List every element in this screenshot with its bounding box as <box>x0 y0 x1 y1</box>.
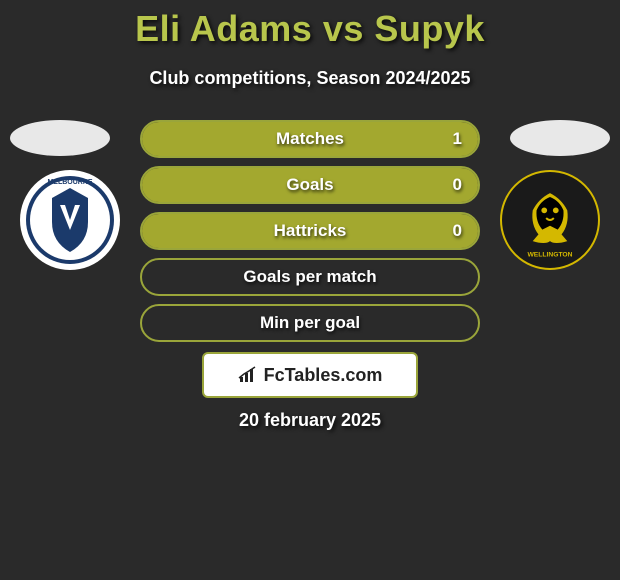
club-badge-right: WELLINGTON <box>500 170 600 270</box>
stat-label: Matches <box>276 129 344 149</box>
stat-value-right: 1 <box>453 129 462 149</box>
wellington-phoenix-icon: WELLINGTON <box>502 172 598 268</box>
stat-row: Matches 1 <box>140 120 480 158</box>
svg-text:MELBOURNE: MELBOURNE <box>47 179 92 186</box>
stat-value-right: 0 <box>453 221 462 241</box>
stat-label: Hattricks <box>274 221 347 241</box>
chart-icon <box>238 366 260 384</box>
club-badge-left: MELBOURNE <box>20 170 120 270</box>
stats-list: Matches 1 Goals 0 Hattricks 0 Goals per match M… <box>140 120 480 350</box>
stat-label: Goals per match <box>243 267 376 287</box>
stat-label: Goals <box>286 175 333 195</box>
player-avatar-right <box>510 120 610 156</box>
svg-text:WELLINGTON: WELLINGTON <box>527 251 572 258</box>
date-label: 20 february 2025 <box>0 410 620 431</box>
player-avatar-left <box>10 120 110 156</box>
stat-row: Min per goal <box>140 304 480 342</box>
subtitle: Club competitions, Season 2024/2025 <box>0 68 620 89</box>
brand-label: FcTables.com <box>264 365 383 386</box>
stat-row: Goals 0 <box>140 166 480 204</box>
melbourne-victory-icon: MELBOURNE <box>20 170 120 270</box>
stat-label: Min per goal <box>260 313 360 333</box>
stat-row: Hattricks 0 <box>140 212 480 250</box>
stat-row: Goals per match <box>140 258 480 296</box>
page-title: Eli Adams vs Supyk <box>0 0 620 50</box>
stat-value-right: 0 <box>453 175 462 195</box>
brand-badge[interactable]: FcTables.com <box>202 352 418 398</box>
